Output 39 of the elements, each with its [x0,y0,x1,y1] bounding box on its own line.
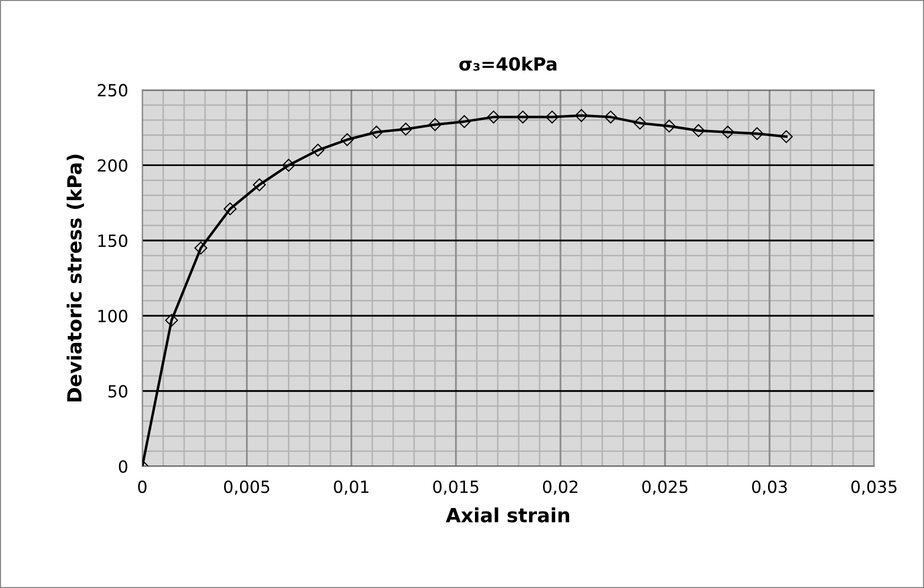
point [692,124,705,138]
point [546,110,559,124]
chart-title: σ₃=40kPa [459,56,556,71]
x-tick-label: 0,005 [224,480,270,495]
point [604,110,618,124]
x-axis-title: Axial strain [446,507,570,522]
y-tick-label: 150 [98,234,128,248]
point [516,110,530,124]
point [662,120,676,133]
point [311,144,324,157]
x-tick-label: 0,03 [752,480,787,495]
point [428,118,442,132]
point [224,202,237,216]
y-axis-title: Deviatoric stress (kPa) [66,154,84,402]
point [370,126,383,139]
y-tick-label: 250 [98,84,128,97]
point [399,122,412,136]
x-tick-label: 0,02 [543,480,578,495]
point [282,158,296,172]
x-tick-label: 0 [138,480,146,494]
point [780,130,793,144]
point [750,127,764,140]
point [340,133,354,146]
x-tick-label: 0,01 [334,480,368,495]
y-tick-label: 0 [118,460,128,473]
x-tick-label: 0,025 [642,480,688,495]
point [458,115,471,128]
y-tick-label: 50 [108,384,128,398]
point [165,314,178,327]
y-tick-label: 200 [98,159,128,172]
point [252,178,266,192]
point [574,109,588,122]
point [633,116,646,130]
point [487,110,500,124]
x-tick-label: 0,015 [433,480,478,495]
point [194,242,208,254]
point [721,126,734,139]
y-tick-label: 100 [98,310,128,322]
x-tick-label: 0,035 [851,480,897,495]
